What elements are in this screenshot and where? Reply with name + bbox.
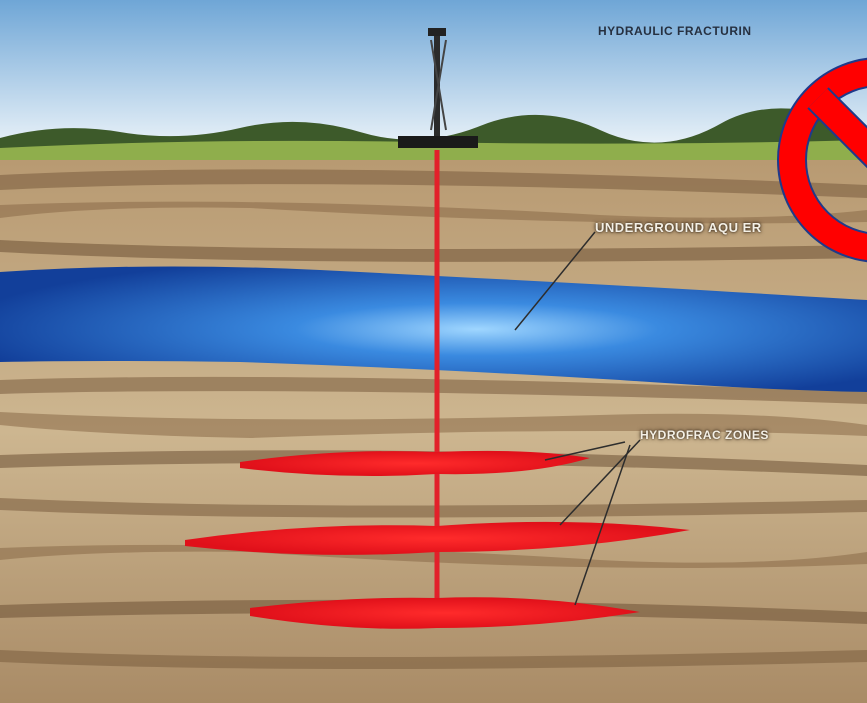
drilling-rig-icon: [398, 28, 478, 148]
aquifer-layer: [0, 266, 867, 392]
diagram-title: HYDRAULIC FRACTURIN: [598, 24, 752, 38]
prohibition-sign-icon: [777, 57, 867, 263]
fracture-zone-upper: [240, 450, 590, 476]
frac-zones-label: HYDROFRAC ZONES: [640, 428, 769, 442]
label-leader-lines: [514, 231, 641, 606]
aquifer-label: UNDERGROUND AQU ER: [595, 220, 762, 235]
tree-line: [0, 108, 867, 150]
fracture-zones: [185, 450, 690, 629]
fracture-zone-middle: [185, 521, 690, 555]
fracture-zone-lower: [250, 597, 640, 629]
